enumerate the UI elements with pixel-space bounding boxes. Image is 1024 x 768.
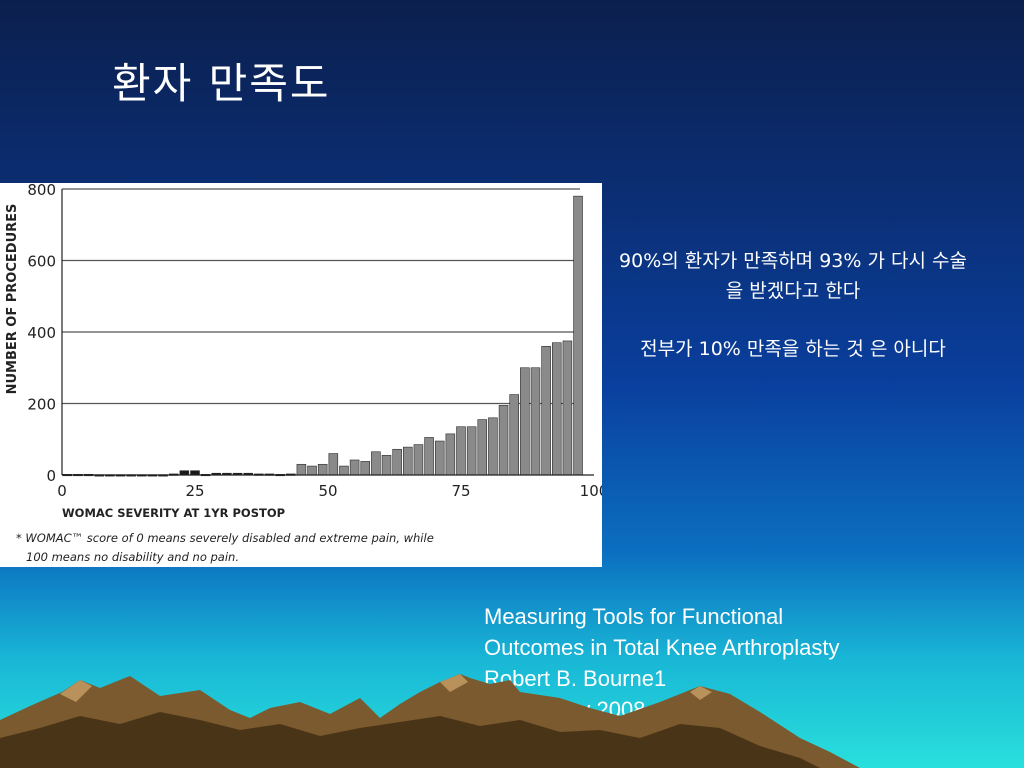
chart-bars [62, 195, 583, 477]
bar-x-88 [520, 367, 530, 476]
bar-x-84 [498, 404, 509, 476]
y-tick-label-800: 800 [27, 183, 56, 199]
x-tick-label-100: 100 [580, 482, 602, 500]
bar-x-54 [339, 465, 349, 476]
chart-axes [61, 189, 594, 476]
chart-footnote-line-1: * WOMAC™ score of 0 means severely disab… [16, 531, 434, 545]
bar-x-52 [328, 453, 339, 476]
bar-x-72 [434, 440, 445, 476]
bar-x-26 [190, 470, 200, 476]
bar-x-70 [424, 437, 434, 476]
womac-histogram: 0 200 400 600 800 0 25 50 75 100 NUMBER OF PROCED… [5, 183, 602, 564]
y-tick-label-200: 200 [27, 396, 56, 414]
bar-x-90 [530, 367, 541, 476]
bar-x-60 [371, 451, 381, 476]
bar-x-98 [573, 195, 583, 476]
x-tick-label-25: 25 [185, 482, 204, 500]
slide-title: 환자 만족도 [112, 59, 331, 108]
chart-xlabel: WOMAC SEVERITY AT 1YR POSTOP [62, 506, 285, 520]
bar-x-24 [179, 470, 190, 476]
x-tick-label-50: 50 [318, 482, 337, 500]
bar-x-74 [445, 433, 456, 476]
chart-footnote-line-2: 100 means no disability and no pain. [26, 550, 239, 564]
y-tick-label-400: 400 [27, 324, 56, 342]
satisfaction-callout: 90%의 환자가 만족하며 93% 가 다시 수술을 받겠다고 한다 전부가 1… [618, 246, 968, 392]
bar-x-78 [466, 426, 477, 476]
chart-tick-labels: 0 200 400 600 800 0 25 50 75 100 [27, 183, 602, 500]
bar-x-92 [541, 346, 551, 476]
y-tick-label-0: 0 [46, 467, 56, 485]
citation-line-2: Outcomes in Total Knee Arthroplasty [484, 635, 840, 660]
bar-x-58 [360, 461, 371, 476]
callout-line-satisfied: 90%의 환자가 만족하며 93% 가 다시 수술을 받겠다고 한다 [619, 250, 967, 302]
bar-x-50 [317, 463, 328, 476]
bar-x-56 [349, 459, 360, 476]
bar-x-46 [296, 463, 307, 476]
bar-x-86 [509, 394, 519, 476]
bar-x-80 [477, 419, 488, 476]
bar-x-64 [392, 448, 402, 476]
bar-x-68 [413, 444, 424, 476]
chart-panel: 0 200 400 600 800 0 25 50 75 100 NUMBER OF PROCED… [0, 183, 602, 567]
x-tick-label-0: 0 [57, 482, 67, 500]
bar-x-62 [381, 455, 392, 476]
chart-ylabel: NUMBER OF PROCEDURES [5, 204, 20, 395]
citation-line-1: Measuring Tools for Functional [484, 604, 784, 629]
bar-x-82 [488, 417, 498, 476]
callout-line-not-all: 전부가 10% 만족을 하는 것 은 아니다 [640, 338, 946, 360]
bar-x-48 [307, 465, 317, 476]
bar-x-94 [551, 342, 562, 476]
chart-gridlines [62, 188, 580, 405]
mountain-landscape-decoration [0, 674, 860, 768]
bar-x-96 [562, 340, 573, 476]
x-tick-label-75: 75 [451, 482, 470, 500]
y-tick-label-600: 600 [27, 253, 56, 271]
bar-x-66 [403, 446, 413, 476]
bar-x-76 [456, 426, 466, 476]
